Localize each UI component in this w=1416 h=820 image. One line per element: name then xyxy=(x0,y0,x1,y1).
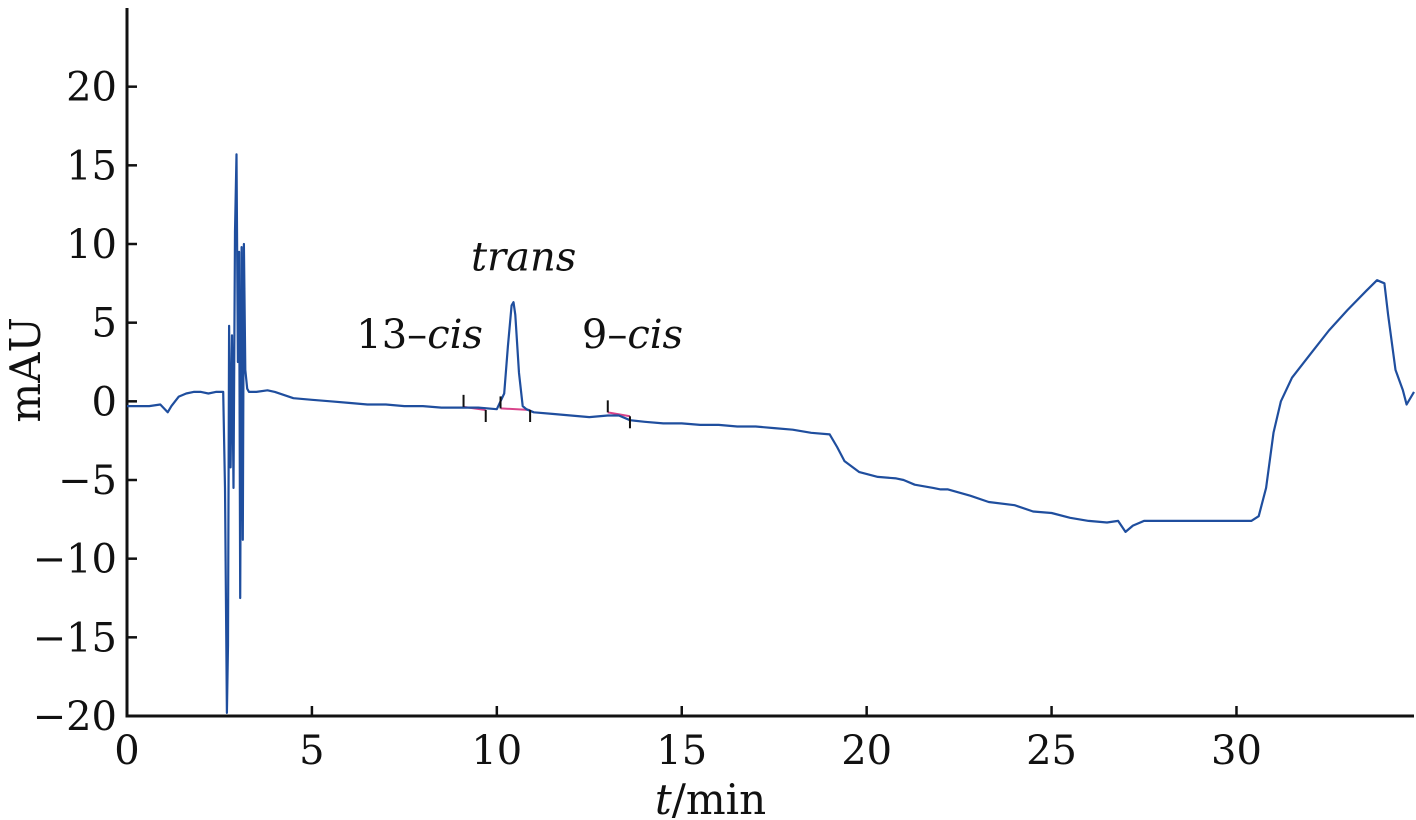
peak-annotation: 9–cis xyxy=(582,312,683,358)
peak-baseline xyxy=(607,411,631,418)
x-tick-label: 30 xyxy=(1211,728,1262,774)
chromatogram-trace xyxy=(127,153,1415,714)
peak-baseline xyxy=(500,407,531,411)
y-tick-label: −10 xyxy=(33,537,117,583)
y-tick-label: 10 xyxy=(66,222,117,268)
y-tick-label: 0 xyxy=(92,379,117,425)
x-axis-title: t/min xyxy=(655,775,766,820)
peak-markers xyxy=(462,394,631,429)
peak-annotation: trans xyxy=(471,235,576,281)
y-tick-label: 5 xyxy=(92,301,117,347)
ticks: −20 −15 −10 −5 0 5 10 15 20 0 5 10 15 20 25 30 xyxy=(33,65,1262,774)
x-tick-label: 10 xyxy=(471,728,522,774)
series xyxy=(127,153,1415,714)
y-tick-label: −20 xyxy=(33,694,117,740)
x-tick-label: 15 xyxy=(656,728,707,774)
peak-annotation: 13–cis xyxy=(356,312,483,358)
y-tick-label: −5 xyxy=(58,458,117,504)
y-axis-title: mAU xyxy=(1,317,50,423)
axes xyxy=(125,8,1414,718)
x-tick-label: 0 xyxy=(114,728,139,774)
x-tick-label: 5 xyxy=(299,728,324,774)
y-tick-label: 20 xyxy=(66,65,117,111)
x-tick-label: 25 xyxy=(1026,728,1077,774)
y-tick-label: −15 xyxy=(33,615,117,661)
y-tick-label: 15 xyxy=(66,143,117,189)
x-tick-label: 20 xyxy=(841,728,892,774)
